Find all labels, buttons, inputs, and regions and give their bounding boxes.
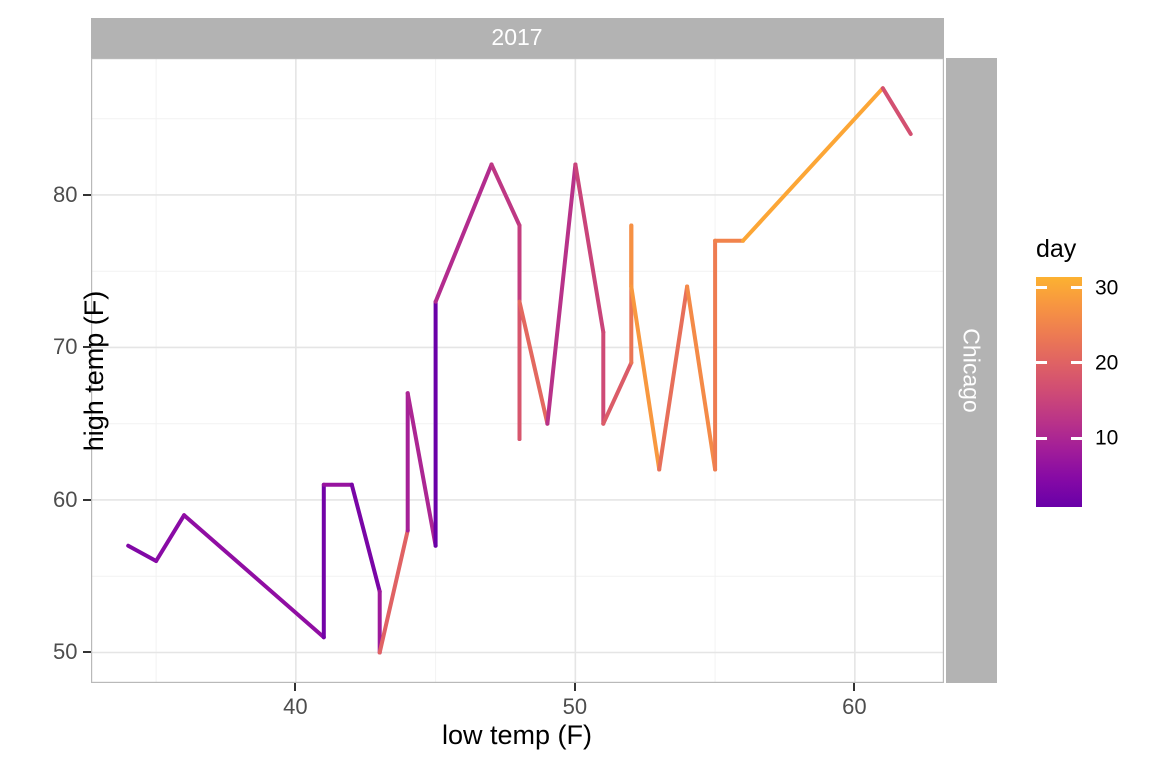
x-tick-label: 50 [562,694,588,719]
temperature-line-segment [181,513,326,640]
x-tick-label: 40 [283,694,308,719]
legend-tick-mark [1036,436,1047,440]
panel-border [90,58,944,683]
legend-colorbar [1036,277,1082,507]
temperature-line-segment [600,360,633,426]
temperature-line-segment [544,162,577,426]
facet-strip-right: Chicago [946,58,997,683]
temperature-line-segment [880,86,913,136]
y-tick-mark [82,498,91,501]
y-tick-label: 70 [53,334,78,360]
legend-tick-mark [1036,361,1047,365]
temperature-line-segment [684,284,717,472]
y-tick-mark [82,193,91,196]
x-tick-mark [573,683,576,691]
y-tick-label: 60 [53,486,78,512]
legend-tick-mark [1071,286,1082,290]
temperature-line-segment [405,391,438,548]
y-tick-label: 80 [53,181,78,207]
x-tick-label: 60 [842,694,867,719]
facet-strip-top-label: 2017 [491,24,543,51]
legend-title: day [1036,235,1077,263]
facet-strip-right-label: Chicago [959,328,986,413]
temperature-line-segment [572,162,605,335]
legend-tick-mark [1071,436,1082,440]
temperature-line-segment [349,482,382,594]
legend-tick-mark [1036,286,1047,290]
temperature-line-segment [656,284,689,472]
y-tick-label: 50 [53,639,78,665]
legend-tick-mark [1071,361,1082,365]
temperature-line-segment [628,284,661,472]
legend-tick-label: 10 [1095,426,1119,450]
temperature-line-segment [489,162,521,228]
legend-tick-label: 30 [1095,276,1119,300]
facet-strip-top: 2017 [90,18,944,58]
temperature-line-segment [740,86,885,243]
y-tick-mark [82,651,91,654]
x-tick-mark [294,683,297,691]
temperature-line-segment [517,299,549,426]
plot-panel [90,58,944,683]
temperature-line-segment [125,543,158,563]
temperature-line-segment [433,162,493,304]
y-axis-title: high temp (F) [78,290,109,451]
temperature-line-segment [153,513,186,563]
y-tick-mark [82,346,91,349]
x-axis-title: low temp (F) [441,720,593,750]
x-tick-mark [853,683,856,691]
legend-tick-label: 20 [1095,351,1119,375]
temperature-line-segment [377,528,410,655]
